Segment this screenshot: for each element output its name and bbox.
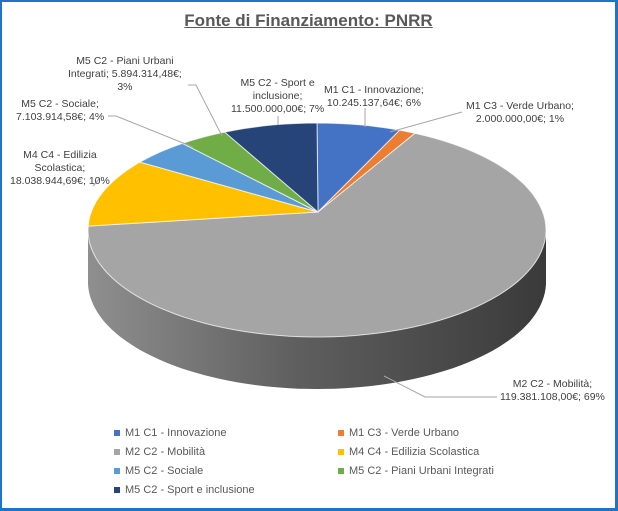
leader-line <box>389 111 463 133</box>
leader-line <box>108 115 194 148</box>
legend-item-sport-inclusione: M5 C2 - Sport e inclusione <box>114 484 255 496</box>
pie-slice <box>138 142 319 213</box>
legend-swatch-icon <box>114 430 120 436</box>
legend-swatch-icon <box>338 449 344 455</box>
legend-item-innovazione: M1 C1 - Innovazione <box>114 427 227 439</box>
leader-lines <box>92 84 497 398</box>
leader-line <box>92 177 101 187</box>
data-label-edilizia-scolastica: M4 C4 - Edilizia Scolastica; 18.038.944,69… <box>10 149 110 187</box>
pie-top-face <box>87 122 547 338</box>
legend-item-sociale: M5 C2 - Sociale <box>114 465 203 477</box>
pie-side-mobilita <box>88 227 546 389</box>
pie-slice <box>223 122 319 214</box>
pie-slice <box>87 132 547 338</box>
legend-swatch-icon <box>338 430 344 436</box>
pie-slice <box>87 161 319 227</box>
data-label-sport-inclusione: M5 C2 - Sport e inclusione; 11.500.000,00€… <box>231 77 325 115</box>
legend-swatch-icon <box>338 468 344 474</box>
data-label-innovazione: M1 C1 - Innovazione; 10.245.137,64€; 6% <box>324 84 424 109</box>
legend-item-verde-urbano: M1 C3 - Verde Urbano <box>338 427 459 439</box>
chart-title: Fonte di Finanziamento: PNRR <box>184 11 433 30</box>
leader-line <box>383 375 497 398</box>
data-label-piani-urbani: M5 C2 - Piani Urbani Integrati; 5.894.314… <box>68 55 182 93</box>
legend-swatch-icon <box>114 449 120 455</box>
pie-slice <box>316 122 401 214</box>
legend-swatch-icon <box>114 487 120 493</box>
pie-side-wall <box>88 227 546 389</box>
data-label-verde-urbano: M1 C3 - Verde Urbano; 2.000.000,00€; 1% <box>466 100 574 125</box>
data-label-mobilita: M2 C2 - Mobilità; 119.381.108,00€; 69% <box>500 378 605 403</box>
legend-item-mobilita: M2 C2 - Mobilità <box>114 446 205 458</box>
data-label-sociale: M5 C2 - Sociale; 7.103.914,58€; 4% <box>16 98 105 123</box>
legend-item-edilizia-scolastica: M4 C4 - Edilizia Scolastica <box>338 446 479 458</box>
leader-line <box>188 84 223 137</box>
legend-swatch-icon <box>114 468 120 474</box>
legend-item-piani-urbani: M5 C2 - Piani Urbani Integrati <box>338 465 494 477</box>
